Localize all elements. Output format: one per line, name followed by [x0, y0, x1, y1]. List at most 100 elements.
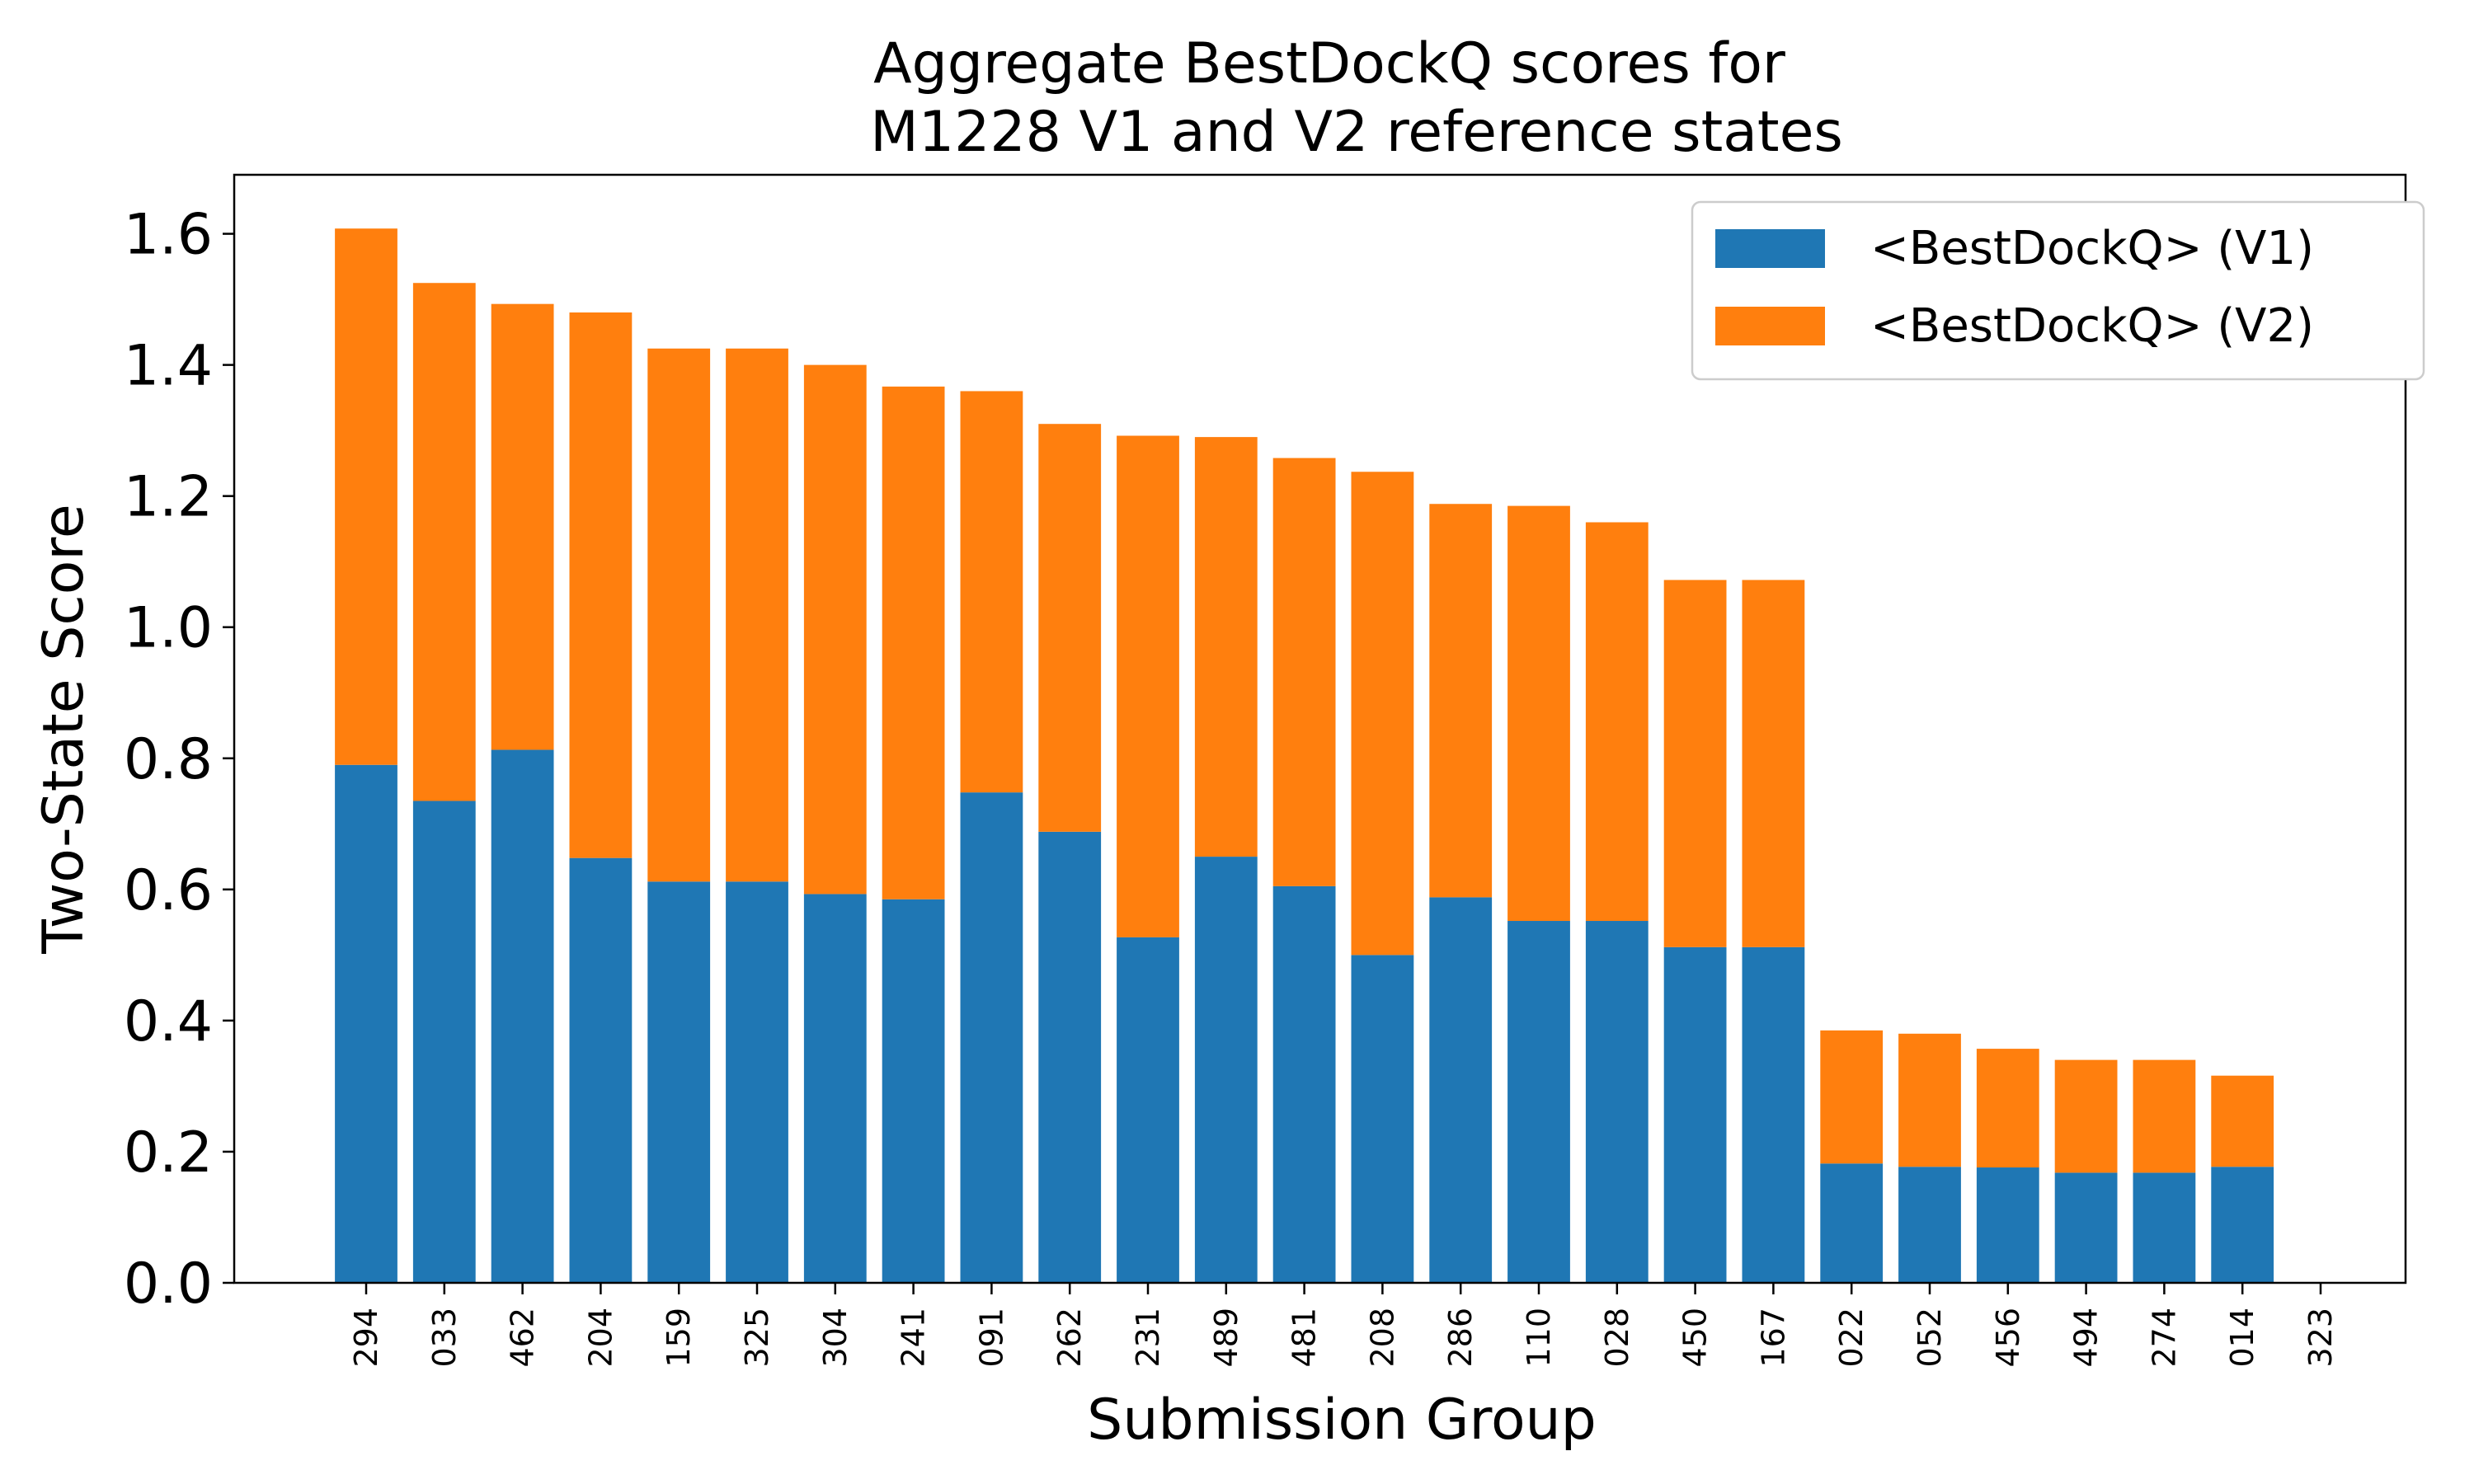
x-tick-label: 494: [2068, 1308, 2105, 1368]
legend-swatch-v2: [1715, 307, 1825, 345]
x-tick-label: 323: [2302, 1308, 2339, 1368]
bar-274-series-1: [2133, 1172, 2196, 1283]
bar-022-series-2: [1820, 1030, 1884, 1164]
bar-304-series-2: [803, 364, 867, 895]
bar-204-series-1: [569, 857, 633, 1283]
legend: <BestDockQ> (V1) <BestDockQ> (V2): [1691, 200, 2425, 381]
x-tick-label: 481: [1286, 1308, 1323, 1368]
bar-481-series-1: [1272, 885, 1336, 1283]
y-tick-label: 1.2: [124, 465, 213, 530]
bar-241-series-1: [882, 899, 945, 1283]
bar-325-series-1: [726, 881, 788, 1283]
y-tick-label: 0.2: [124, 1120, 213, 1186]
x-tick-label: 014: [2224, 1308, 2260, 1368]
x-tick-label: 286: [1442, 1308, 1479, 1368]
bar-294-series-2: [335, 228, 397, 765]
bar-110-series-2: [1507, 505, 1570, 922]
bar-159-series-1: [647, 881, 711, 1283]
x-tick-label: 167: [1755, 1308, 1791, 1368]
x-tick-label: 456: [1990, 1308, 2026, 1368]
x-tick-label: 052: [1912, 1308, 1948, 1368]
bar-456-series-2: [1976, 1049, 2039, 1168]
x-tick-label: 091: [973, 1308, 1009, 1368]
bar-262-series-1: [1038, 831, 1102, 1283]
x-tick-label: 274: [2146, 1308, 2182, 1368]
legend-label-v2: <BestDockQ> (V2): [1870, 299, 2314, 353]
bar-208-series-2: [1351, 472, 1414, 956]
bar-014-series-1: [2211, 1167, 2274, 1283]
x-tick-label: 110: [1521, 1308, 1557, 1368]
bar-450-series-1: [1663, 946, 1727, 1283]
bar-494-series-2: [2054, 1059, 2118, 1173]
y-axis: 0.0 0.2 0.4 0.6 0.8 1.0 1.2 1.4 1.6: [124, 203, 234, 1317]
y-tick-label: 1.4: [124, 334, 213, 399]
y-tick-label: 1.6: [124, 203, 213, 268]
x-tick-label: 462: [505, 1308, 541, 1368]
legend-label-v1: <BestDockQ> (V1): [1870, 222, 2314, 275]
plot-area-frame: [233, 173, 2407, 1284]
x-tick-label: 304: [817, 1308, 854, 1368]
x-tick-label: 204: [582, 1308, 618, 1368]
bar-304-series-1: [803, 894, 867, 1283]
bar-204-series-2: [569, 312, 633, 858]
bar-456-series-1: [1976, 1167, 2039, 1283]
x-axis-label: Submission Group: [1087, 1388, 1597, 1453]
bar-494-series-1: [2054, 1172, 2118, 1283]
x-tick-label: 028: [1599, 1308, 1635, 1368]
bar-028-series-1: [1585, 921, 1649, 1283]
y-tick-label: 0.6: [124, 858, 213, 923]
y-tick-label: 1.0: [124, 596, 213, 661]
bar-091-series-1: [960, 792, 1023, 1283]
chart-title-line-2: M1228 V1 and V2 reference states: [870, 100, 1843, 165]
bar-274-series-2: [2133, 1059, 2196, 1173]
bar-052-series-1: [1898, 1167, 1961, 1283]
bar-208-series-1: [1351, 955, 1414, 1283]
y-tick-label: 0.8: [124, 727, 213, 792]
x-tick-label: 325: [739, 1308, 775, 1368]
x-tick-label: 159: [661, 1308, 697, 1368]
bar-489-series-1: [1194, 857, 1258, 1283]
bar-325-series-2: [726, 348, 788, 882]
bar-462-series-2: [491, 303, 554, 750]
x-tick-label: 231: [1130, 1308, 1166, 1368]
y-axis-label: Two-State Score: [31, 504, 96, 954]
bar-286-series-1: [1429, 897, 1493, 1283]
bar-262-series-2: [1038, 424, 1102, 832]
bar-167-series-1: [1742, 946, 1805, 1283]
bar-231-series-1: [1117, 937, 1179, 1283]
bar-462-series-1: [491, 749, 554, 1283]
bar-481-series-2: [1272, 458, 1336, 886]
bar-052-series-2: [1898, 1033, 1961, 1167]
bar-014-series-2: [2211, 1075, 2274, 1167]
bar-167-series-2: [1742, 580, 1805, 947]
chart-title-line-1: Aggregate BestDockQ scores for: [873, 31, 1785, 96]
bar-028-series-2: [1585, 522, 1649, 922]
legend-frame: [1691, 200, 2425, 381]
x-tick-label: 450: [1677, 1308, 1714, 1368]
bar-241-series-2: [882, 386, 945, 899]
x-tick-label: 208: [1364, 1308, 1400, 1368]
x-tick-label: 294: [348, 1308, 384, 1368]
y-tick-label: 0.0: [124, 1252, 213, 1317]
x-tick-label: 262: [1051, 1308, 1088, 1368]
bar-231-series-2: [1117, 435, 1179, 937]
bar-286-series-2: [1429, 504, 1493, 898]
bar-110-series-1: [1507, 921, 1570, 1283]
bar-294-series-1: [335, 764, 397, 1283]
bars-group: [335, 228, 2274, 1283]
chart-title: Aggregate BestDockQ scores for M1228 V1 …: [870, 31, 1843, 165]
bar-489-series-2: [1194, 437, 1258, 857]
x-axis: 294 033 462 204 159 325 304 241 091 262 231 489 481 2…: [348, 1283, 2339, 1368]
bar-022-series-1: [1820, 1163, 1884, 1283]
x-tick-label: 022: [1833, 1308, 1870, 1368]
x-tick-label: 489: [1208, 1308, 1244, 1368]
bar-450-series-2: [1663, 580, 1727, 947]
bar-159-series-2: [647, 348, 711, 882]
legend-swatch-v1: [1715, 229, 1825, 268]
x-tick-label: 033: [426, 1308, 463, 1368]
bar-033-series-2: [412, 283, 476, 801]
bar-033-series-1: [412, 801, 476, 1283]
y-tick-label: 0.4: [124, 989, 213, 1054]
bar-091-series-2: [960, 391, 1023, 793]
